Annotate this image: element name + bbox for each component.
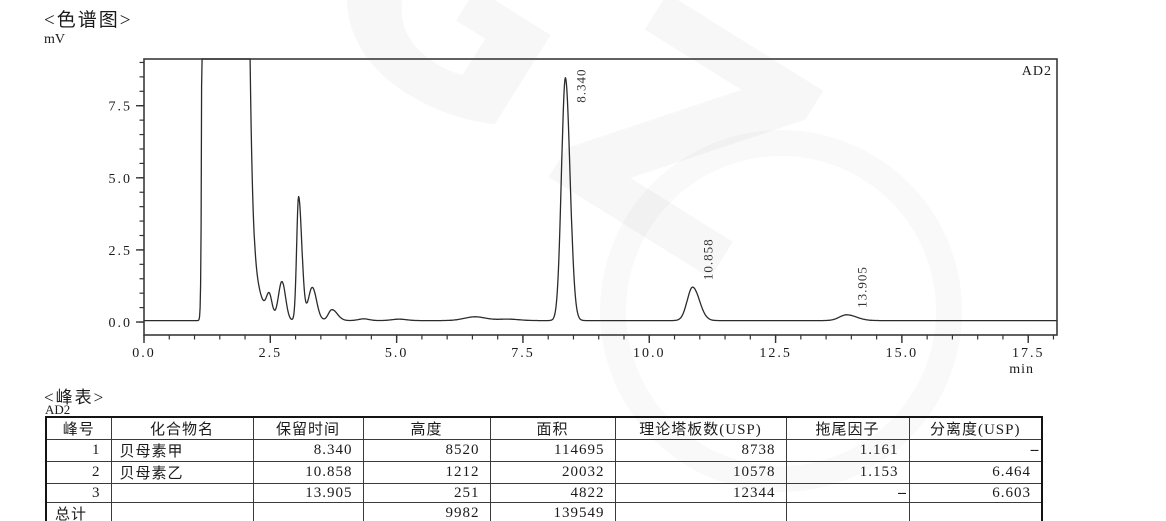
- plot-frame: [143, 58, 1058, 336]
- peak-table-cell: 20032: [489, 461, 616, 484]
- peak-table-column-header-7: 分离度(USP): [908, 416, 1043, 440]
- peak-table-row: 3 13.905 251 4822 12344 -- 6.603: [45, 483, 1043, 503]
- peak-table-row: 2 贝母素乙 10.858 1212 20032 10578 1.153 6.464: [45, 461, 1043, 484]
- peak-table-title: <峰表>: [44, 388, 106, 407]
- peak-table-cell: 3: [45, 483, 112, 503]
- page-title: <色谱图>: [44, 10, 133, 31]
- peak-table-detector-label: AD2: [45, 402, 71, 417]
- x-tick-label: 17.5: [1012, 346, 1045, 361]
- x-tick-label: 5.0: [385, 346, 409, 361]
- y-axis-unit-label: mV: [44, 32, 65, 47]
- peak-table-cell: 1.153: [785, 461, 910, 484]
- x-tick-label: 0.0: [132, 346, 156, 361]
- x-axis-unit-label: min: [1009, 362, 1034, 377]
- peak-table-cell: 8738: [614, 439, 787, 462]
- peak-table-cell: [908, 502, 1043, 521]
- peak-table-cell: 139549: [489, 502, 616, 521]
- peak-table-column-header-0: 峰号: [45, 416, 112, 440]
- peak-table-cell: 2: [45, 461, 112, 484]
- peak-table-cell: 114695: [489, 439, 616, 462]
- peak-table-column-header-5: 理论塔板数(USP): [614, 416, 787, 440]
- peak-table-row: 1 贝母素甲 8.340 8520 114695 8738 1.161 --: [45, 439, 1043, 462]
- peak-table-cell: 1212: [362, 461, 491, 484]
- peak-table-cell: [614, 502, 787, 521]
- peak-table-cell: 10.858: [252, 461, 364, 484]
- peak-table-column-header-4: 面积: [489, 416, 616, 440]
- peak-table-header-row: 峰号 化合物名 保留时间 高度 面积 理论塔板数(USP) 拖尾因子 分离度(USP): [45, 416, 1043, 440]
- x-tick-label: 12.5: [759, 346, 792, 361]
- peak-table-cell: 8.340: [252, 439, 364, 462]
- peak-table-cell: --: [908, 439, 1043, 462]
- detector-label: AD2: [1022, 64, 1052, 79]
- y-tick-label: 7.5: [109, 100, 133, 115]
- y-tick-label: 5.0: [109, 172, 133, 187]
- peak-table-column-header-3: 高度: [362, 416, 491, 440]
- peak-rt-label: 10.858: [701, 238, 716, 280]
- peak-table-cell: 1.161: [785, 439, 910, 462]
- x-tick-label: 7.5: [511, 346, 535, 361]
- peak-table-column-header-6: 拖尾因子: [785, 416, 910, 440]
- peak-table-cell: 12344: [614, 483, 787, 503]
- peak-table-cell: 10578: [614, 461, 787, 484]
- peak-table-cell: --: [785, 483, 910, 503]
- peak-rt-label: 13.905: [855, 266, 870, 308]
- x-tick-label: 2.5: [259, 346, 283, 361]
- peak-table-cell: 贝母素乙: [110, 461, 254, 484]
- peak-table-cell: 251: [362, 483, 491, 503]
- peak-table-cell: 13.905: [252, 483, 364, 503]
- peak-table-cell: 9982: [362, 502, 491, 521]
- peak-table-cell: 8520: [362, 439, 491, 462]
- peak-table-container: 峰号 化合物名 保留时间 高度 面积 理论塔板数(USP) 拖尾因子 分离度(USP) 1 贝母素…: [45, 416, 1043, 521]
- x-tick-label: 10.0: [633, 346, 666, 361]
- peak-table-cell: 总计: [45, 502, 112, 521]
- chromatogram-curve: [143, 58, 1057, 322]
- y-tick-label: 0.0: [109, 316, 133, 331]
- peak-table: 峰号 化合物名 保留时间 高度 面积 理论塔板数(USP) 拖尾因子 分离度(USP) 1 贝母素…: [45, 416, 1043, 521]
- peak-table-cell: [252, 502, 364, 521]
- peak-table-cell: 4822: [489, 483, 616, 503]
- peak-table-cell: [110, 502, 254, 521]
- peak-table-cell: [110, 483, 254, 503]
- peak-table-cell: 6.603: [908, 483, 1043, 503]
- y-tick-label: 2.5: [109, 244, 133, 259]
- peak-rt-label: 8.340: [573, 68, 588, 102]
- peak-table-cell: 6.464: [908, 461, 1043, 484]
- peak-table-row: 总计 9982 139549: [45, 502, 1043, 521]
- peak-table-cell: 贝母素甲: [110, 439, 254, 462]
- peak-table-cell: [785, 502, 910, 521]
- x-tick-label: 15.0: [886, 346, 919, 361]
- peak-table-cell: 1: [45, 439, 112, 462]
- peak-table-column-header-2: 保留时间: [252, 416, 364, 440]
- peak-table-column-header-1: 化合物名: [110, 416, 254, 440]
